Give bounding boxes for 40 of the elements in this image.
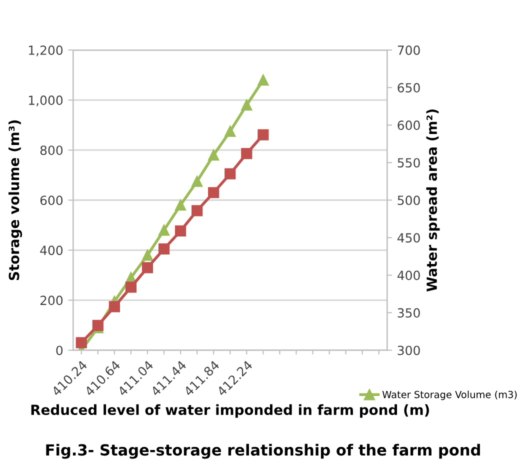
point bbox=[241, 100, 252, 111]
y2-tick-label: 400 bbox=[397, 270, 420, 280]
point bbox=[258, 129, 269, 140]
y-tick-label: 800 bbox=[40, 146, 63, 156]
y-axis-title: Storage volume (m³) bbox=[8, 120, 22, 280]
y-tick-label: 1,000 bbox=[28, 96, 63, 106]
point bbox=[174, 225, 186, 236]
y-tick-label: 0 bbox=[56, 346, 63, 356]
y2-tick-label: 450 bbox=[397, 233, 420, 243]
point bbox=[192, 205, 203, 216]
point bbox=[125, 282, 137, 293]
y2-tick-label: 650 bbox=[398, 83, 420, 92]
point bbox=[224, 126, 236, 137]
y-tick-label: 600 bbox=[40, 196, 63, 206]
text: Fig.3- Stage-storage relationship of the farm pond bbox=[46, 444, 480, 459]
y2-axis-title: Water spread area (m²) bbox=[426, 109, 440, 292]
y-tick-label: 200 bbox=[40, 296, 63, 306]
y2-tick-label: 550 bbox=[398, 158, 420, 168]
y2-tick-label: 350 bbox=[398, 308, 420, 318]
point bbox=[142, 262, 154, 274]
y-tick-label: 1,200 bbox=[28, 46, 63, 56]
y2-tick-label: 300 bbox=[398, 346, 420, 356]
point bbox=[158, 224, 170, 236]
point bbox=[208, 187, 220, 198]
y2-tick-label: 500 bbox=[398, 196, 420, 206]
y2-tick-label: 700 bbox=[398, 46, 420, 55]
y2-tick-label: 600 bbox=[398, 120, 420, 130]
y-tick-label: 400 bbox=[40, 246, 63, 256]
point bbox=[174, 200, 186, 211]
point bbox=[208, 150, 220, 161]
legend-label: Water Storage Volume (m3) bbox=[382, 390, 517, 400]
point bbox=[258, 74, 269, 86]
point bbox=[76, 337, 87, 348]
point bbox=[142, 250, 154, 261]
x-axis-title: Reduced level of water imponded in farm pond (m) bbox=[31, 404, 429, 418]
point bbox=[241, 148, 252, 160]
point bbox=[158, 243, 170, 254]
point bbox=[224, 168, 236, 180]
point bbox=[192, 176, 203, 187]
point bbox=[108, 301, 120, 312]
